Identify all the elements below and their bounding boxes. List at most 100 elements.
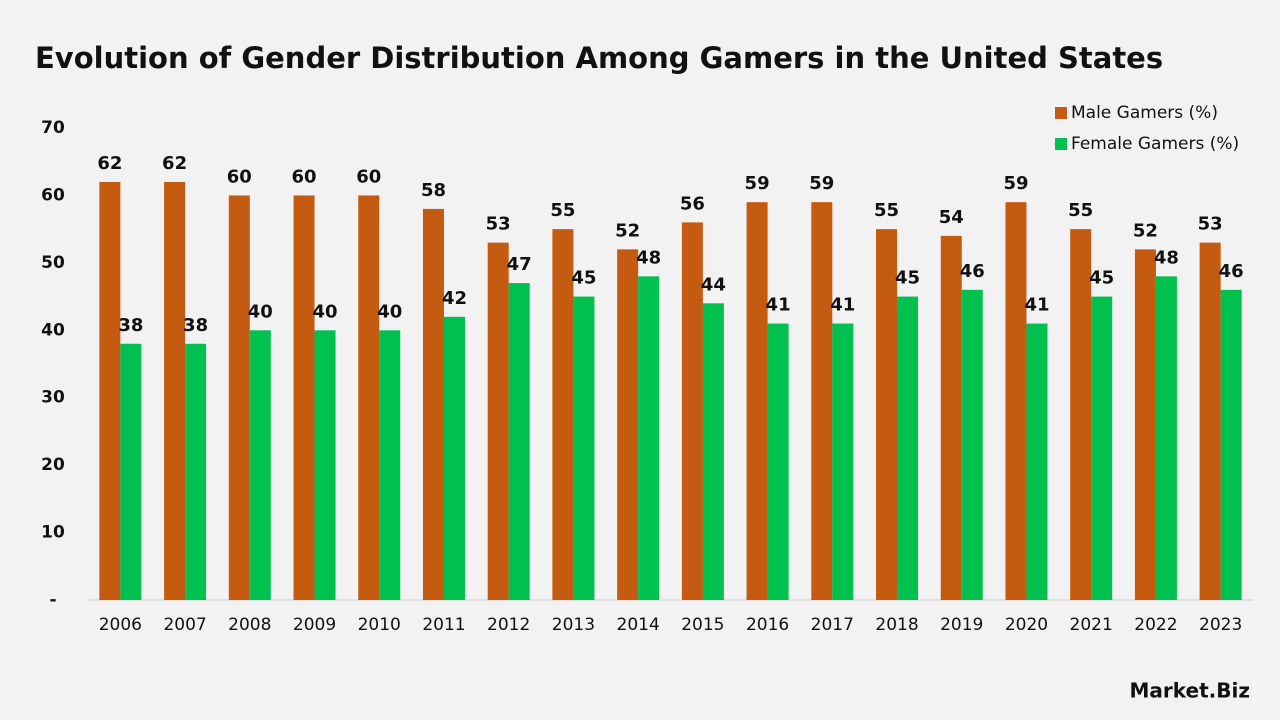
bar (876, 229, 898, 600)
bar (1070, 229, 1092, 600)
value-label: 46 (960, 261, 985, 282)
value-label: 45 (571, 268, 596, 289)
x-tick-label: 2011 (422, 615, 465, 635)
x-tick-label: 2023 (1199, 615, 1242, 635)
bar (1091, 296, 1113, 600)
bar (185, 343, 207, 600)
x-tick-label: 2021 (1070, 615, 1113, 635)
value-label: 40 (312, 301, 337, 322)
x-tick-label: 2018 (875, 615, 918, 635)
value-label: 47 (507, 254, 532, 275)
value-label: 55 (874, 200, 899, 221)
x-tick-label: 2019 (940, 615, 983, 635)
value-label: 60 (291, 166, 316, 187)
y-tick-label: 30 (41, 388, 65, 408)
bar (249, 330, 271, 600)
x-tick-label: 2012 (487, 615, 530, 635)
value-label: 52 (615, 220, 640, 241)
bar (422, 208, 444, 600)
bar (573, 296, 595, 600)
x-tick-label: 2022 (1134, 615, 1177, 635)
x-tick-label: 2009 (293, 615, 336, 635)
y-tick-label: 40 (41, 320, 65, 340)
value-label: 40 (248, 301, 273, 322)
bar (1199, 242, 1221, 600)
legend-label: Male Gamers (%) (1071, 103, 1218, 123)
value-label: 59 (1003, 173, 1028, 194)
bar (897, 296, 919, 600)
bar (293, 195, 315, 600)
bar (358, 195, 380, 600)
bar (940, 235, 962, 600)
y-tick-label: 10 (41, 523, 65, 543)
bar (1155, 276, 1177, 600)
x-tick-label: 2013 (552, 615, 595, 635)
bar (99, 181, 121, 600)
value-label: 52 (1133, 220, 1158, 241)
bar (1005, 202, 1027, 600)
x-tick-label: 2020 (1005, 615, 1048, 635)
legend-swatch (1055, 138, 1067, 150)
bar (487, 242, 509, 600)
x-tick-label: 2006 (99, 615, 142, 635)
value-label: 41 (766, 295, 791, 316)
bar (314, 330, 336, 600)
value-label: 45 (895, 268, 920, 289)
value-label: 38 (183, 315, 208, 336)
value-label: 60 (227, 166, 252, 187)
bar (681, 222, 703, 600)
bar (832, 323, 854, 600)
y-tick-label: 60 (41, 185, 65, 205)
y-tick-label: 70 (41, 118, 65, 138)
legend-label: Female Gamers (%) (1071, 134, 1239, 154)
x-tick-label: 2015 (681, 615, 724, 635)
value-label: 44 (701, 274, 726, 295)
bar (961, 289, 983, 600)
value-label: 53 (486, 214, 511, 235)
value-label: 55 (1068, 200, 1093, 221)
value-label: 48 (1154, 247, 1179, 268)
value-label: 41 (1024, 295, 1049, 316)
x-tick-label: 2014 (617, 615, 660, 635)
y-tick-label: - (49, 590, 56, 610)
value-label: 42 (442, 288, 467, 309)
bar (508, 283, 530, 600)
y-tick-label: 20 (41, 455, 65, 475)
value-label: 41 (830, 295, 855, 316)
value-label: 59 (809, 173, 834, 194)
value-label: 60 (356, 166, 381, 187)
value-label: 46 (1219, 261, 1244, 282)
value-label: 53 (1198, 214, 1223, 235)
y-tick-label: 50 (41, 253, 65, 273)
value-label: 56 (680, 193, 705, 214)
x-tick-label: 2010 (358, 615, 401, 635)
bar (379, 330, 401, 600)
bar (1026, 323, 1048, 600)
value-label: 38 (118, 315, 143, 336)
value-label: 45 (1089, 268, 1114, 289)
value-label: 48 (636, 247, 661, 268)
x-tick-label: 2016 (746, 615, 789, 635)
bar (767, 323, 789, 600)
legend-swatch (1055, 107, 1067, 119)
bar (164, 181, 186, 600)
logo: Market.Biz (1130, 679, 1251, 703)
x-tick-label: 2017 (811, 615, 854, 635)
bar (617, 249, 639, 600)
bar (443, 316, 465, 600)
bar (1134, 249, 1156, 600)
bar (552, 229, 574, 600)
x-tick-label: 2007 (163, 615, 206, 635)
value-label: 62 (162, 153, 187, 174)
bar (746, 202, 768, 600)
x-tick-label: 2008 (228, 615, 271, 635)
chart-title: Evolution of Gender Distribution Among G… (35, 41, 1163, 75)
value-label: 54 (939, 207, 964, 228)
bar (120, 343, 142, 600)
bar (702, 303, 724, 600)
value-label: 59 (745, 173, 770, 194)
bar (1220, 289, 1242, 600)
bar (228, 195, 250, 600)
value-label: 40 (377, 301, 402, 322)
